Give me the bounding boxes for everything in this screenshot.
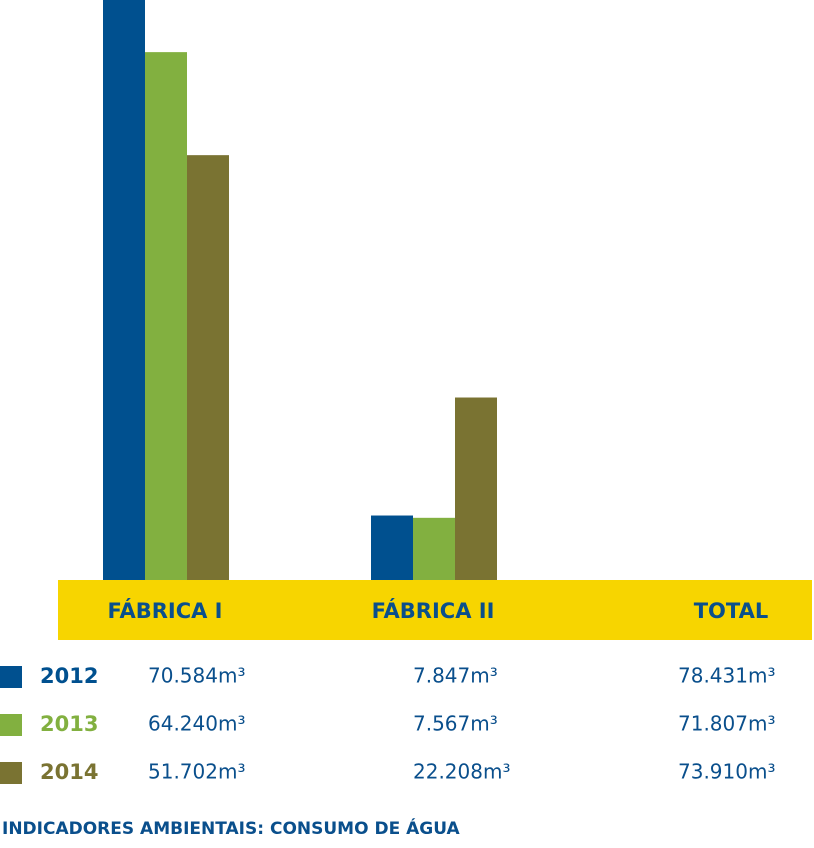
chart-title: INDICADORES AMBIENTAIS: CONSUMO DE ÁGUA xyxy=(2,817,460,839)
bar xyxy=(145,52,187,581)
value-label: 51.702m³ xyxy=(148,760,245,784)
value-label: 70.584m³ xyxy=(148,664,245,688)
legend-label: 2012 xyxy=(40,664,98,688)
bar xyxy=(371,515,413,580)
bar xyxy=(413,517,455,580)
total-value: 73.910m³ xyxy=(678,760,775,784)
value-label: 22.208m³ xyxy=(413,760,510,784)
legend-swatch xyxy=(0,762,22,784)
legend-swatch xyxy=(0,714,22,736)
legend-swatch xyxy=(0,666,22,688)
category-label: FÁBRICA II xyxy=(372,598,495,623)
total-header: TOTAL xyxy=(694,599,769,623)
legend-label: 2014 xyxy=(40,760,98,784)
bar xyxy=(103,0,145,580)
bar xyxy=(455,397,497,580)
value-label: 7.567m³ xyxy=(413,712,498,736)
legend-label: 2013 xyxy=(40,712,98,736)
total-value: 71.807m³ xyxy=(678,712,775,736)
category-label: FÁBRICA I xyxy=(108,598,223,623)
bar xyxy=(187,155,229,580)
value-label: 64.240m³ xyxy=(148,712,245,736)
value-label: 7.847m³ xyxy=(413,664,498,688)
header-band xyxy=(58,580,812,640)
total-value: 78.431m³ xyxy=(678,664,775,688)
